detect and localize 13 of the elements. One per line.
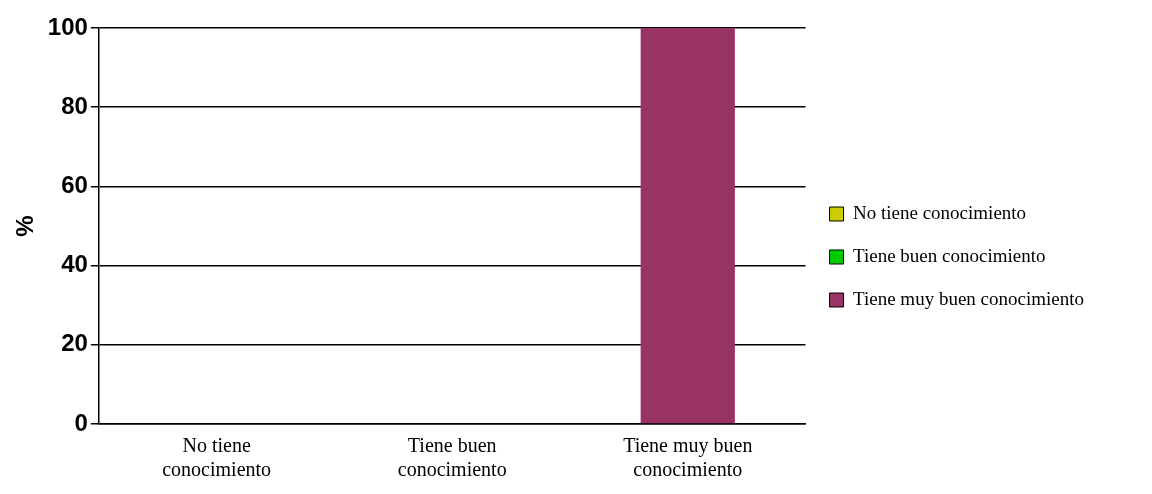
x-tick-label: Tiene buen conocimiento bbox=[397, 434, 507, 481]
y-tick-label: 100 bbox=[47, 12, 88, 40]
legend-label: No tiene conocimiento bbox=[853, 201, 1027, 223]
x-tick-label: No tiene conocimiento bbox=[162, 434, 272, 481]
legend-label: Tiene muy buen conocimiento bbox=[853, 287, 1085, 309]
x-tick-label: Tiene muy buen conocimiento bbox=[623, 434, 753, 481]
y-tick-label: 20 bbox=[61, 329, 88, 357]
y-tick-label: 80 bbox=[61, 91, 88, 119]
legend-label: Tiene buen conocimiento bbox=[853, 244, 1046, 266]
y-tick-label: 0 bbox=[74, 408, 88, 436]
y-axis-title: % bbox=[11, 215, 39, 237]
y-tick-label: 60 bbox=[61, 171, 88, 199]
y-tick-label: 40 bbox=[61, 250, 88, 278]
